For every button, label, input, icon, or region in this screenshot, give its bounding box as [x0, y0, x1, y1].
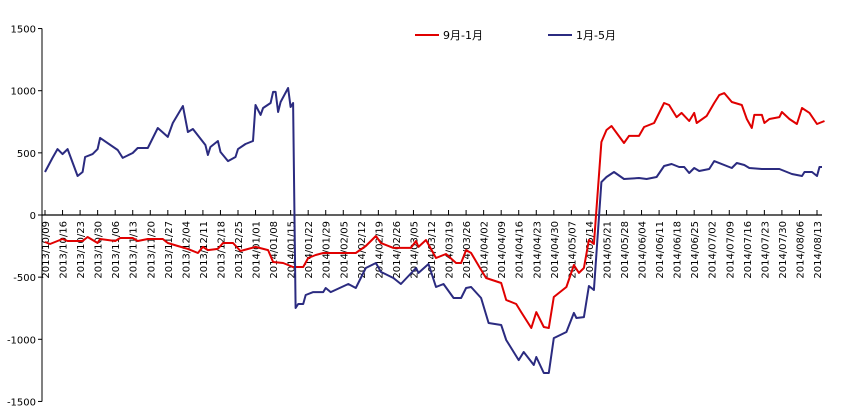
x-tick-label: 2014/08/13	[813, 221, 824, 279]
x-tick-label: 2014/04/23	[532, 221, 543, 279]
series-line-1	[44, 87, 822, 374]
y-tick-label: 500	[17, 149, 36, 160]
x-tick-label: 2013/12/11	[199, 221, 210, 279]
x-tick-label: 2014/04/09	[497, 221, 508, 279]
x-tick-label: 2014/01/01	[252, 221, 263, 279]
x-tick-label: 2014/02/19	[374, 221, 385, 279]
x-tick-label: 2014/06/18	[673, 221, 684, 279]
x-tick-label: 2014/03/05	[409, 221, 420, 279]
x-tick-label: 2014/04/02	[480, 221, 491, 279]
series-line-0	[44, 92, 825, 329]
x-tick-label: 2014/07/30	[778, 221, 789, 279]
x-tick-label: 2014/04/30	[550, 221, 561, 279]
x-tick-label: 2014/07/09	[725, 221, 736, 279]
x-tick-label: 2013/10/09	[41, 221, 52, 279]
x-tick-label: 2014/05/07	[567, 221, 578, 279]
y-tick-label: -500	[13, 273, 36, 284]
y-tick-label: -1500	[7, 397, 36, 408]
x-tick-label: 2014/05/14	[585, 221, 596, 279]
x-tick-label: 2014/07/23	[760, 221, 771, 279]
x-tick-label: 2014/06/04	[638, 221, 649, 279]
y-tick-label: 0	[30, 211, 36, 222]
x-tick-label: 2014/06/25	[690, 221, 701, 279]
x-tick-label: 2014/02/26	[392, 221, 403, 279]
x-tick-label: 2014/02/12	[357, 221, 368, 279]
x-tick-label: 2014/02/05	[339, 221, 350, 279]
x-tick-label: 2013/10/23	[76, 221, 87, 279]
y-tick-label: 1000	[11, 87, 36, 98]
x-tick-label: 2013/12/18	[216, 221, 227, 279]
x-tick-label: 2014/01/08	[269, 221, 280, 279]
y-axis: 1500 1000 500 0 -500 -1000 -1500	[7, 25, 43, 408]
legend-label-1: 1月-5月	[576, 29, 616, 42]
x-tick-label: 2013/11/27	[164, 221, 175, 279]
x-tick-label: 2014/08/06	[795, 221, 806, 279]
x-tick-label: 2013/11/06	[111, 221, 122, 279]
x-tick-label: 2014/07/16	[743, 221, 754, 279]
y-tick-label: -1000	[7, 335, 36, 346]
x-tick-label: 2013/12/04	[181, 221, 192, 279]
x-tick-label: 2014/05/21	[602, 221, 613, 279]
x-tick-label: 2013/11/13	[129, 221, 140, 279]
x-tick-label: 2013/10/30	[94, 221, 105, 279]
x-tick-label: 2014/01/22	[304, 221, 315, 279]
y-tick-label: 1500	[11, 25, 36, 36]
x-tick-label: 2014/03/19	[445, 221, 456, 279]
x-tick-label: 2014/04/16	[515, 221, 526, 279]
x-axis: 2013/10/09 2013/10/16 2013/10/23 2013/10/30…	[41, 210, 824, 279]
series-lines	[44, 87, 825, 374]
x-tick-label: 2014/07/02	[708, 221, 719, 279]
x-tick-label: 2014/01/15	[287, 221, 298, 279]
x-tick-label: 2013/11/20	[146, 221, 157, 279]
x-tick-label: 2014/06/11	[655, 221, 666, 279]
x-tick-label: 2014/01/29	[322, 221, 333, 279]
legend-label-0: 9月-1月	[443, 29, 483, 42]
x-tick-label: 2013/10/16	[59, 221, 70, 279]
legend: 9月-1月 1月-5月	[415, 29, 616, 42]
x-tick-label: 2014/05/28	[620, 221, 631, 279]
